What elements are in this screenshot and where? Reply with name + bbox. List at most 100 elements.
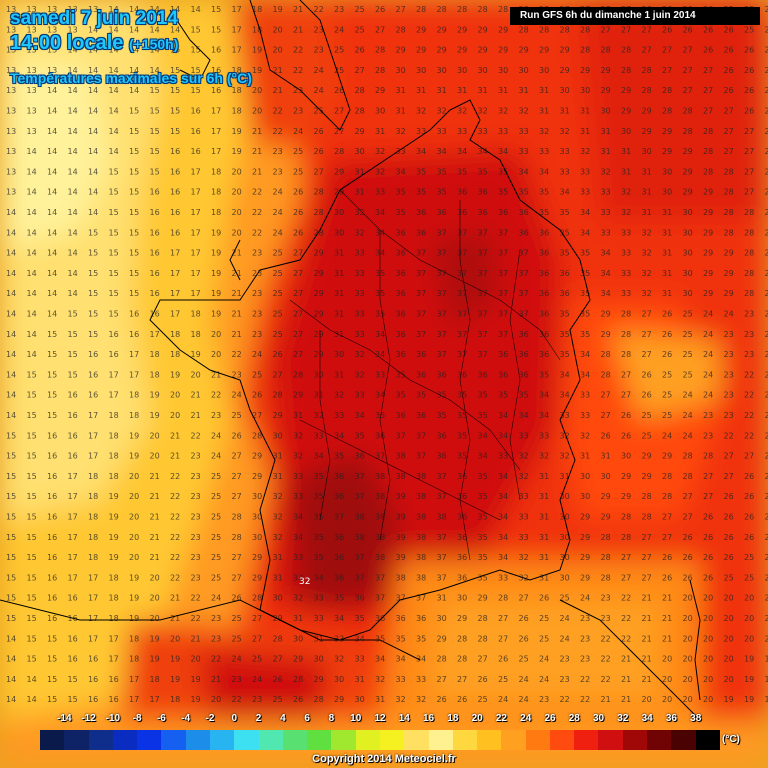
- temperature-value: 13: [47, 46, 57, 55]
- temperature-value: 18: [109, 614, 119, 623]
- temperature-value: 34: [478, 147, 488, 156]
- temperature-value: 25: [232, 411, 242, 420]
- temperature-value: 32: [601, 167, 611, 176]
- temperature-value: 35: [396, 208, 406, 217]
- temperature-value: 14: [6, 350, 16, 359]
- temperature-value: 13: [6, 127, 16, 136]
- temperature-value: 37: [478, 310, 488, 319]
- temperature-value: 14: [27, 228, 37, 237]
- temperature-value: 31: [334, 310, 344, 319]
- temperature-value: 32: [355, 350, 365, 359]
- temperature-value: 14: [27, 289, 37, 298]
- temperature-value: 28: [539, 25, 549, 34]
- temperature-value: 33: [621, 249, 631, 258]
- legend-swatch: [379, 730, 405, 750]
- temperature-value: 17: [150, 695, 160, 704]
- temperature-value: 28: [314, 188, 324, 197]
- temperature-value: 21: [211, 370, 221, 379]
- temperature-value: 18: [211, 188, 221, 197]
- temperature-value: 37: [437, 553, 447, 562]
- legend-tick-label: -14: [57, 713, 72, 724]
- temperature-value: 33: [355, 655, 365, 664]
- temperature-value: 15: [150, 147, 160, 156]
- temperature-value: 14: [47, 289, 57, 298]
- temperature-value: 20: [170, 634, 180, 643]
- temperature-value: 29: [375, 86, 385, 95]
- temperature-value: 21: [150, 553, 160, 562]
- temperature-value: 22: [765, 391, 768, 400]
- temperature-value: 28: [314, 208, 324, 217]
- temperature-value: 33: [519, 513, 529, 522]
- temperature-value: 14: [6, 391, 16, 400]
- temperature-value: 37: [437, 330, 447, 339]
- temperature-value: 18: [170, 330, 180, 339]
- temperature-value: 38: [375, 492, 385, 501]
- temperature-value: 24: [580, 594, 590, 603]
- temperature-value: 30: [334, 208, 344, 217]
- temperature-value: 29: [601, 492, 611, 501]
- temperature-value: 22: [601, 634, 611, 643]
- temperature-value: 28: [662, 492, 672, 501]
- temperature-value: 16: [68, 431, 78, 440]
- temperature-value: 15: [27, 655, 37, 664]
- temperature-value: 35: [580, 269, 590, 278]
- temperature-value: 26: [765, 107, 768, 116]
- temperature-value: 36: [457, 513, 467, 522]
- temperature-value: 15: [109, 208, 119, 217]
- temperature-value: 20: [662, 655, 672, 664]
- temperature-value: 20: [232, 208, 242, 217]
- temperature-value: 30: [437, 614, 447, 623]
- temperature-value: 34: [498, 533, 508, 542]
- temperature-value: 31: [334, 370, 344, 379]
- temperature-value: 36: [416, 228, 426, 237]
- temperature-value: 22: [211, 391, 221, 400]
- temperature-value: 28: [642, 492, 652, 501]
- temperature-value: 33: [519, 431, 529, 440]
- temperature-value: 32: [437, 107, 447, 116]
- temperature-value: 17: [129, 675, 139, 684]
- temperature-value: 14: [27, 188, 37, 197]
- temperature-value: 23: [252, 289, 262, 298]
- temperature-value: 26: [744, 66, 754, 75]
- temperature-value: 36: [396, 289, 406, 298]
- temperature-value: 14: [47, 310, 57, 319]
- temperature-value: 19: [744, 655, 754, 664]
- temperature-value: 37: [396, 594, 406, 603]
- temperature-value: 36: [396, 411, 406, 420]
- temperature-value: 27: [683, 513, 693, 522]
- temperature-value: 36: [539, 269, 549, 278]
- temperature-value: 27: [293, 289, 303, 298]
- temperature-value: 14: [88, 107, 98, 116]
- temperature-value: 27: [457, 675, 467, 684]
- temperature-value: 23: [724, 391, 734, 400]
- temperature-value: 32: [642, 289, 652, 298]
- temperature-value: 25: [211, 492, 221, 501]
- temperature-value: 33: [355, 249, 365, 258]
- temperature-value: 23: [601, 614, 611, 623]
- temperature-value: 33: [355, 391, 365, 400]
- temperature-value: 13: [27, 127, 37, 136]
- temperature-value: 34: [601, 249, 611, 258]
- legend-swatch: [355, 730, 380, 750]
- temperature-value: 23: [724, 350, 734, 359]
- temperature-value: 28: [273, 634, 283, 643]
- temperature-value: 26: [334, 86, 344, 95]
- temperature-value: 36: [478, 208, 488, 217]
- temperature-value: 34: [334, 614, 344, 623]
- temperature-value: 22: [621, 634, 631, 643]
- temperature-value: 36: [355, 594, 365, 603]
- temperature-value: 31: [580, 127, 590, 136]
- temperature-value: 28: [416, 5, 426, 14]
- temperature-value: 37: [375, 594, 385, 603]
- temperature-value: 38: [416, 533, 426, 542]
- temperature-value: 29: [683, 147, 693, 156]
- temperature-value: 21: [150, 533, 160, 542]
- temperature-value: 29: [683, 188, 693, 197]
- temperature-value: 22: [252, 208, 262, 217]
- temperature-value: 35: [478, 411, 488, 420]
- temperature-value: 18: [232, 107, 242, 116]
- temperature-value: 15: [109, 289, 119, 298]
- temperature-value: 14: [27, 208, 37, 217]
- temperature-value: 14: [68, 127, 78, 136]
- temperature-value: 28: [724, 188, 734, 197]
